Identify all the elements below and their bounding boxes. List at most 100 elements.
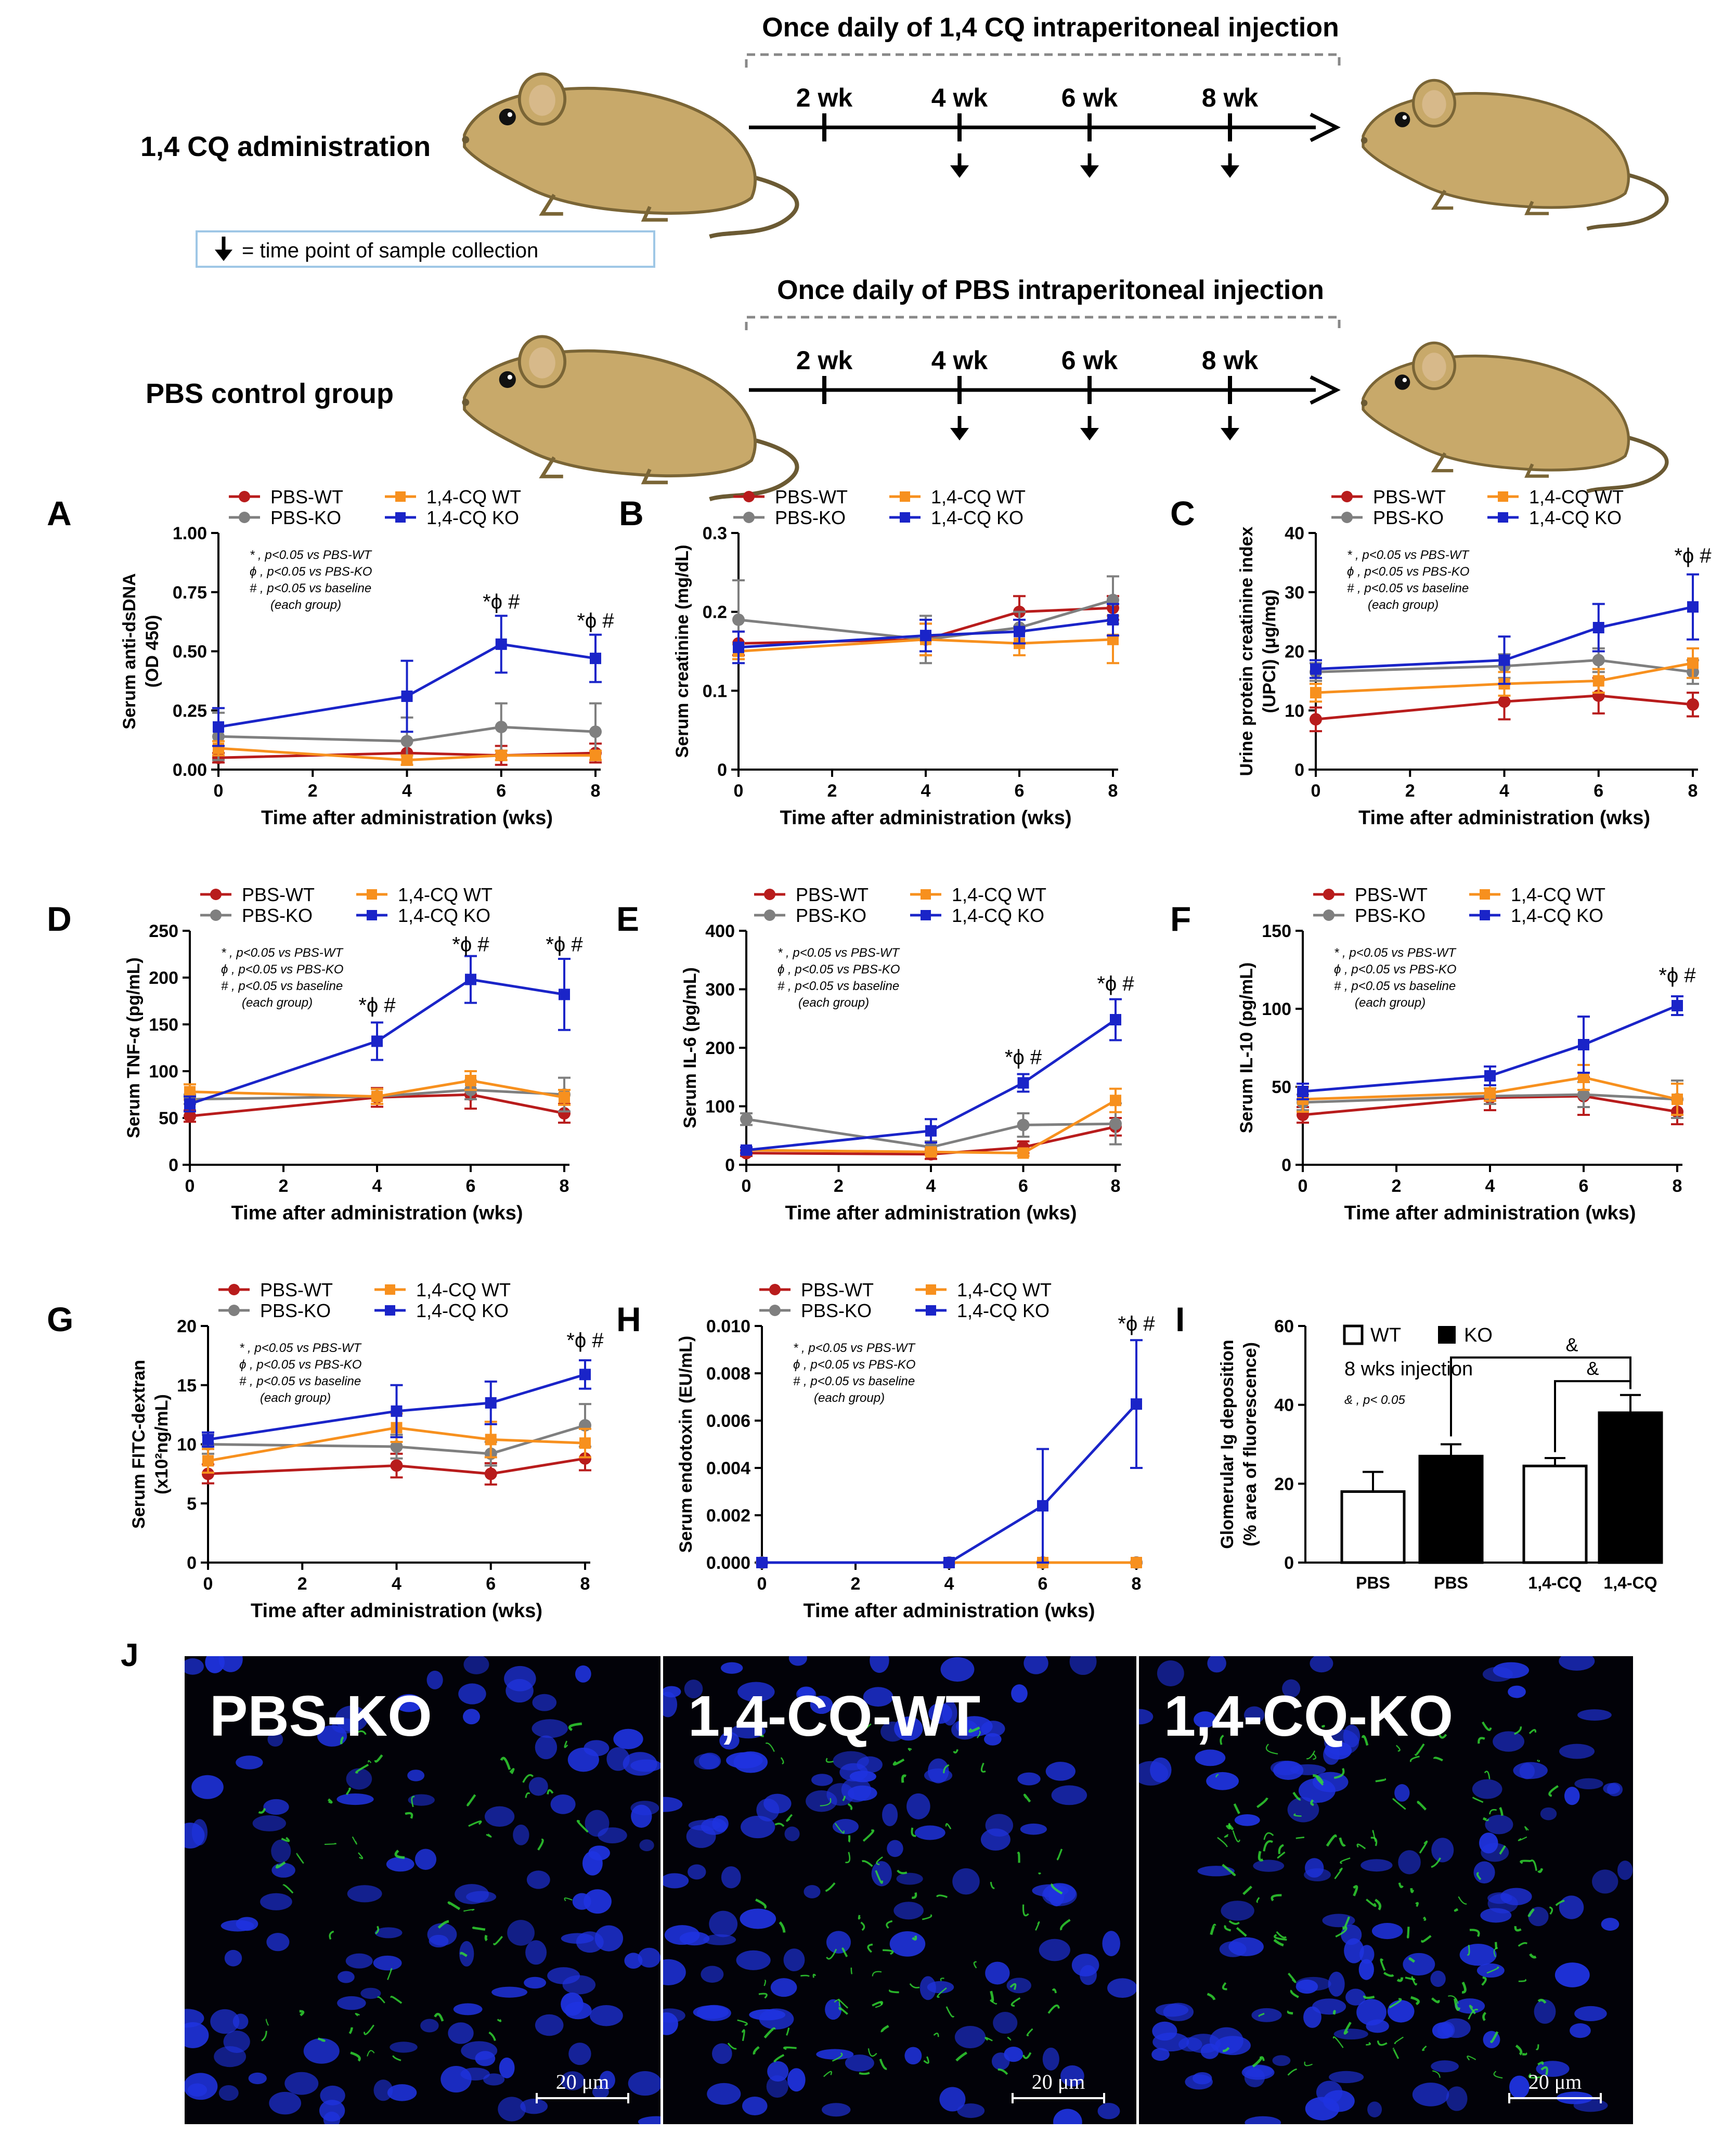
- nucleus-blob: [337, 1996, 366, 2010]
- data-point: [559, 989, 570, 1000]
- nucleus-blob: [1603, 1783, 1621, 1794]
- fluorescence-fiber: [1288, 1972, 1297, 1983]
- fluorescence-fiber: [493, 1935, 503, 1946]
- fluorescence-fiber: [1047, 2004, 1060, 2014]
- data-point: [1592, 622, 1604, 633]
- y-tick-label: 10: [1285, 701, 1304, 721]
- timeline-tick-label: 4 wk: [931, 346, 988, 375]
- fluorescence-fiber: [460, 1952, 468, 1957]
- y-tick-label: 0.25: [173, 701, 207, 721]
- fluorescence-fiber: [1007, 2036, 1012, 2041]
- fluorescence-fiber: [1437, 1730, 1447, 1739]
- fluorescence-fiber: [1333, 1768, 1345, 1779]
- legend-label: PBS-WT: [775, 486, 848, 508]
- fluorescence-fiber: [405, 1812, 413, 1819]
- fluorescence-fiber: [773, 2054, 785, 2063]
- nucleus-blob: [1394, 1784, 1410, 1802]
- legend-marker: [1480, 889, 1490, 900]
- legend-label: PBS-KO: [260, 1300, 331, 1321]
- y-tick-label: 0.1: [703, 681, 727, 701]
- nucleus-blob: [759, 2008, 794, 2030]
- nucleus-blob: [957, 2103, 985, 2118]
- fluorescence-fiber: [1415, 1902, 1419, 1907]
- fluorescence-fiber: [1035, 1921, 1040, 1931]
- series-line: [762, 1403, 1137, 1564]
- data-point: [202, 1434, 214, 1446]
- nucleus-blob: [1528, 1907, 1549, 1927]
- series-line: [218, 725, 596, 743]
- y-axis-label: Serum anti-dsDNA: [120, 573, 139, 729]
- stat-note: ϕ , p<0.05 vs PBS-KO: [1334, 963, 1456, 977]
- nucleus-blob: [1243, 2064, 1274, 2077]
- schematic-header: Once daily of PBS intraperitoneal inject…: [777, 275, 1324, 305]
- nucleus-blob: [1367, 2101, 1382, 2117]
- fluorescence-fiber: [989, 1991, 994, 2002]
- legend-marker: [228, 1284, 240, 1295]
- fluorescence-fiber: [364, 2024, 374, 2035]
- fluorescence-fiber: [1265, 1744, 1278, 1754]
- x-tick-label: 8: [591, 781, 601, 801]
- legend-label: 1,4-CQ WT: [1511, 884, 1605, 905]
- nucleus-blob: [980, 1828, 1010, 1851]
- legend-marker: [921, 910, 931, 920]
- fluorescence-fiber: [1276, 1931, 1287, 1939]
- legend-swatch: [1438, 1326, 1456, 1344]
- nucleus-blob: [1006, 1978, 1031, 1994]
- data-point: [1310, 663, 1322, 675]
- x-tick-label: 6: [466, 1176, 476, 1196]
- nucleus-blob: [927, 1758, 949, 1784]
- chart-H: H 0 2 4 6 8 0.000 0.002 0.004 0.006 0.008 0.010 Time…: [616, 1279, 1155, 1622]
- nucleus-blob: [345, 1953, 373, 1969]
- nucleus-blob: [1554, 1962, 1590, 1987]
- fluorescence-fiber: [1292, 1791, 1301, 1801]
- significance-label: *ϕ #: [452, 933, 489, 956]
- fluorescence-fiber: [1417, 1801, 1427, 1811]
- data-point: [400, 735, 413, 748]
- nucleus-blob: [532, 1719, 568, 1738]
- nucleus-blob: [491, 1986, 527, 1998]
- data-point: [1037, 1500, 1048, 1512]
- nucleus-blob: [420, 2019, 439, 2033]
- data-point: [579, 1437, 591, 1449]
- nucleus-blob: [826, 1931, 851, 1954]
- fluorescence-fiber: [990, 1881, 995, 1889]
- nucleus-blob: [1024, 1656, 1048, 1674]
- legend-label: 1,4-CQ WT: [952, 884, 1046, 905]
- fluorescence-fiber: [1295, 1837, 1305, 1839]
- panel-letter: I: [1175, 1300, 1185, 1338]
- schematic-header: Once daily of 1,4 CQ intraperitoneal inj…: [762, 12, 1339, 43]
- nucleus-blob: [1221, 1901, 1254, 1921]
- legend-marker: [769, 1284, 781, 1295]
- nucleus-blob: [663, 1797, 683, 1812]
- nucleus-blob: [528, 1777, 548, 1796]
- fluorescence-fiber: [497, 2019, 502, 2022]
- micrograph-pbs-ko: PBS-KO 20 μm: [185, 1656, 660, 2124]
- fluorescence-fiber: [1217, 1837, 1228, 1848]
- nucleus-blob: [1574, 2006, 1607, 2022]
- micrograph-label: 1,4-CQ-WT: [688, 1684, 981, 1748]
- legend-marker: [764, 889, 775, 900]
- x-tick-label: 1,4-CQ: [1528, 1573, 1582, 1592]
- fluorescence-fiber: [858, 1915, 861, 1920]
- y-tick-label: 0.00: [173, 760, 207, 780]
- fluorescence-fiber: [880, 2025, 889, 2033]
- nucleus-blob: [740, 1908, 776, 1929]
- nucleus-blob: [686, 1825, 716, 1848]
- nucleus-blob: [1493, 1731, 1524, 1752]
- nucleus-blob: [1356, 1999, 1387, 2026]
- fluorescence-fiber: [467, 1794, 476, 1806]
- data-point: [1017, 1118, 1030, 1131]
- fluorescence-fiber: [1469, 1929, 1480, 1937]
- nucleus-blob: [263, 1799, 289, 1815]
- nucleus-blob: [426, 1670, 443, 1689]
- panel-letter: F: [1170, 900, 1191, 938]
- chart-D: D 0 2 4 6 8 0 50 100 150 200 250 Time after administ…: [47, 884, 583, 1224]
- legend-marker: [385, 1284, 395, 1295]
- fluorescence-fiber: [327, 1798, 333, 1804]
- significance-label: *ϕ #: [566, 1329, 604, 1352]
- nucleus-blob: [783, 1948, 805, 1971]
- nucleus-blob: [1446, 2086, 1468, 2111]
- nucleus-blob: [742, 2096, 768, 2116]
- nucleus-blob: [1295, 1976, 1331, 1991]
- nucleus-blob: [1564, 1787, 1580, 1805]
